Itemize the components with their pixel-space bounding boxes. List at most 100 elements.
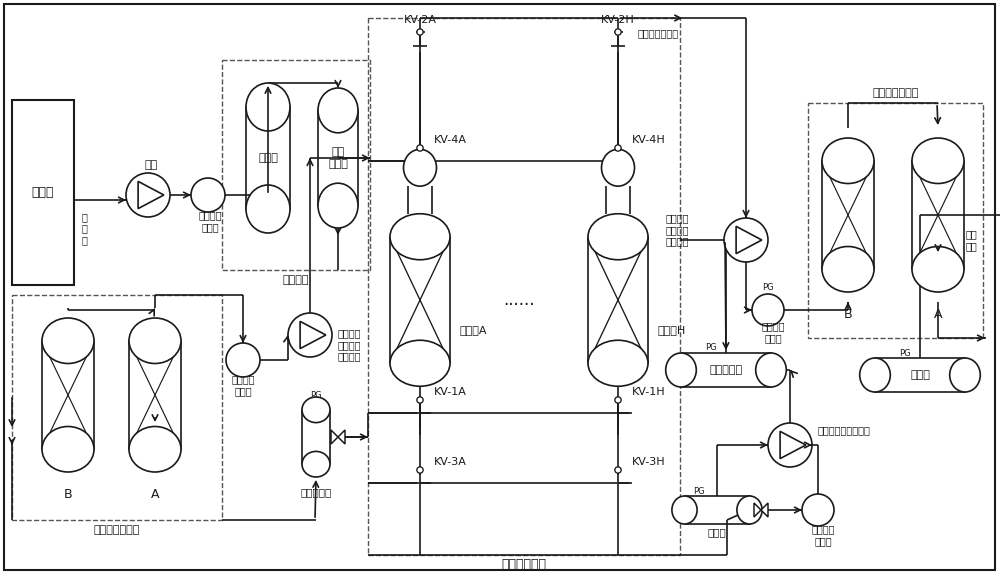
- Polygon shape: [736, 227, 762, 254]
- Text: KV-1H: KV-1H: [632, 387, 666, 397]
- Text: PG: PG: [899, 348, 911, 358]
- Bar: [684, 496, 750, 524]
- Text: 储氢罐: 储氢罐: [910, 370, 930, 380]
- Text: A: A: [151, 489, 159, 501]
- Text: B: B: [844, 309, 852, 321]
- Bar: [368, 18, 680, 555]
- Circle shape: [417, 397, 423, 403]
- Text: PG: PG: [762, 283, 774, 293]
- Bar: [822, 161, 874, 269]
- Bar: [318, 110, 358, 206]
- Ellipse shape: [390, 214, 450, 260]
- Text: 第二分子筛脱水: 第二分子筛脱水: [872, 88, 919, 98]
- Bar: [390, 237, 450, 363]
- Bar: [875, 358, 965, 392]
- Circle shape: [724, 218, 768, 262]
- Bar: [912, 161, 964, 269]
- Ellipse shape: [912, 138, 964, 183]
- Text: 第二油水
分离器: 第二油水 分离器: [231, 374, 255, 396]
- Bar: [836, 148, 860, 161]
- Circle shape: [802, 494, 834, 526]
- Text: A: A: [934, 309, 942, 321]
- Ellipse shape: [756, 353, 786, 387]
- Ellipse shape: [302, 397, 330, 423]
- Text: 脱硫塔: 脱硫塔: [258, 153, 278, 163]
- Text: 风机: 风机: [144, 160, 158, 170]
- Ellipse shape: [404, 150, 436, 186]
- Text: 变压吸附吸氢: 变压吸附吸氢: [502, 558, 546, 572]
- Bar: [681, 353, 771, 387]
- Text: 水环真空泵减压脱吸: 水环真空泵减压脱吸: [818, 425, 871, 435]
- Ellipse shape: [246, 185, 290, 233]
- Text: KV-4H: KV-4H: [632, 135, 666, 145]
- Text: 吸附塔H: 吸附塔H: [658, 325, 686, 335]
- Text: 产品
氢气: 产品 氢气: [966, 229, 978, 251]
- Ellipse shape: [602, 150, 635, 186]
- Bar: [143, 449, 167, 462]
- Polygon shape: [338, 430, 345, 444]
- Circle shape: [417, 29, 423, 35]
- Polygon shape: [761, 503, 768, 517]
- Circle shape: [417, 145, 423, 151]
- Ellipse shape: [822, 138, 874, 183]
- Text: PG: PG: [693, 488, 705, 496]
- Ellipse shape: [860, 358, 890, 392]
- Polygon shape: [331, 430, 338, 444]
- Bar: [12, 295, 222, 520]
- Bar: [222, 60, 370, 270]
- Bar: [808, 103, 983, 338]
- Bar: [56, 449, 80, 462]
- Circle shape: [126, 173, 170, 217]
- Ellipse shape: [822, 247, 874, 292]
- Text: 原
料
气: 原 料 气: [82, 212, 88, 245]
- Circle shape: [191, 178, 225, 212]
- Text: KV-4A: KV-4A: [434, 135, 467, 145]
- Ellipse shape: [588, 340, 648, 386]
- Text: KV-3H: KV-3H: [632, 457, 666, 467]
- Circle shape: [615, 145, 621, 151]
- Ellipse shape: [318, 88, 358, 133]
- Ellipse shape: [390, 340, 450, 386]
- Bar: [143, 328, 167, 341]
- Bar: [302, 410, 330, 464]
- Circle shape: [288, 313, 332, 357]
- Bar: [129, 341, 181, 449]
- Ellipse shape: [129, 318, 181, 363]
- Text: 第一分子筛脱水: 第一分子筛脱水: [94, 525, 140, 535]
- Text: B: B: [64, 489, 72, 501]
- Text: 气水
分离器: 气水 分离器: [328, 147, 348, 169]
- Text: 除氯后的混合气: 除氯后的混合气: [638, 28, 679, 38]
- Circle shape: [615, 29, 621, 35]
- Text: ......: ......: [503, 291, 535, 309]
- Ellipse shape: [42, 427, 94, 472]
- Text: 第三油水
分离器: 第三油水 分离器: [811, 524, 835, 546]
- Text: 吸附塔A: 吸附塔A: [460, 325, 488, 335]
- Ellipse shape: [42, 318, 94, 363]
- Bar: [56, 328, 80, 341]
- Bar: [12, 100, 74, 285]
- Ellipse shape: [672, 496, 697, 524]
- Text: 第二缓冲罐: 第二缓冲罐: [709, 365, 743, 375]
- Bar: [836, 269, 860, 282]
- Ellipse shape: [737, 496, 762, 524]
- Text: 往复式四
级压缩机
增压降温: 往复式四 级压缩机 增压降温: [666, 213, 690, 247]
- Ellipse shape: [666, 353, 696, 387]
- Text: 第一油水
分离器: 第一油水 分离器: [198, 210, 222, 232]
- Ellipse shape: [318, 183, 358, 228]
- Text: 第一缓冲罐: 第一缓冲罐: [300, 487, 332, 497]
- Ellipse shape: [912, 247, 964, 292]
- Ellipse shape: [302, 451, 330, 477]
- Text: KV-1A: KV-1A: [434, 387, 467, 397]
- Bar: [246, 107, 290, 209]
- Polygon shape: [780, 431, 806, 459]
- Polygon shape: [754, 503, 761, 517]
- Ellipse shape: [246, 83, 290, 131]
- Circle shape: [752, 294, 784, 326]
- Text: 真空罐: 真空罐: [708, 527, 726, 537]
- Circle shape: [615, 467, 621, 473]
- Polygon shape: [138, 181, 164, 209]
- Circle shape: [615, 397, 621, 403]
- Text: 脱硫脱水: 脱硫脱水: [283, 275, 309, 285]
- Bar: [588, 237, 648, 363]
- Circle shape: [417, 467, 423, 473]
